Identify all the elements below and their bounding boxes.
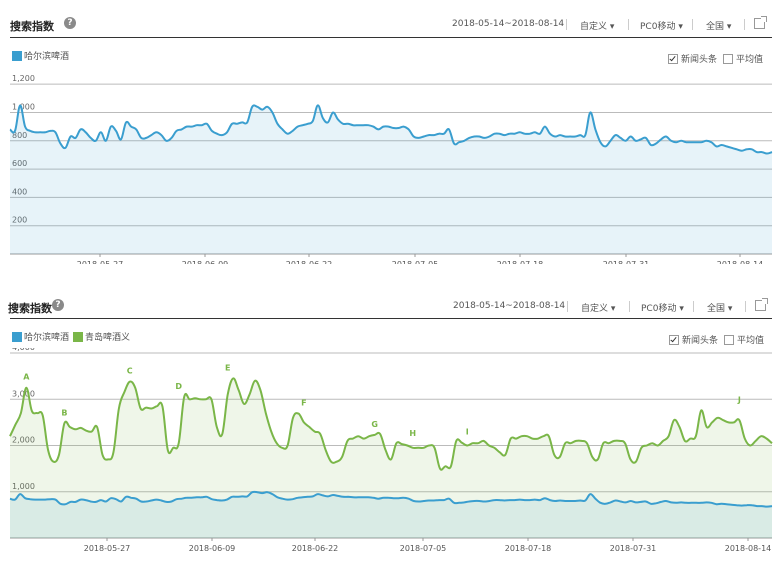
region-label: 全国 <box>706 22 725 32</box>
search-index-chart-2[interactable]: 4,0003,0002,0001,000ABCDEFGHIJ2018-05-27… <box>0 348 781 568</box>
device-dropdown[interactable]: PC0移动 ▾ <box>640 19 683 32</box>
series-line-harbin <box>9 104 773 155</box>
header-rule <box>10 318 772 319</box>
chevron-down-icon: ▾ <box>678 22 683 32</box>
x-tick-label: 2018-06-22 <box>286 260 333 264</box>
y-tick-label: 4,000 <box>12 348 35 352</box>
chevron-down-icon: ▾ <box>726 22 732 32</box>
custom-range-dropdown[interactable]: 自定义 ▾ <box>580 19 614 32</box>
annotation-D: D <box>175 382 182 391</box>
news-checkbox[interactable] <box>669 334 679 345</box>
y-tick-label: 400 <box>12 187 27 196</box>
average-label: 平均值 <box>737 336 765 346</box>
y-tick-label: 2,000 <box>12 436 35 445</box>
external-link-icon[interactable] <box>754 16 767 29</box>
series-line-harbin <box>9 490 773 508</box>
custom-range-label: 自定义 <box>581 304 609 314</box>
annotation-I: I <box>466 428 469 437</box>
average-checkbox[interactable] <box>723 53 734 64</box>
chart-options: 新闻头条 平均值 <box>669 333 764 346</box>
x-tick-label: 2018-05-27 <box>77 260 124 264</box>
date-range-selector[interactable]: 2018-05-14~2018-08-14 <box>452 19 565 29</box>
panel-title: 搜索指数 <box>8 302 52 315</box>
y-tick-label: 1,000 <box>12 102 35 111</box>
chevron-down-icon: ▾ <box>727 304 733 314</box>
help-icon[interactable]: ? <box>64 17 76 29</box>
help-icon[interactable]: ? <box>52 299 64 311</box>
legend-swatch-tsingtao <box>73 331 84 342</box>
y-tick-label: 200 <box>12 216 27 225</box>
divider <box>628 19 629 30</box>
divider <box>629 301 630 312</box>
annotation-B: B <box>61 408 67 417</box>
y-tick-label: 1,200 <box>12 74 35 83</box>
panel-title: 搜索指数 <box>10 20 54 33</box>
average-checkbox[interactable] <box>724 334 735 345</box>
panel-header: 搜索指数 ? 2018-05-14~2018-08-14 自定义 ▾ PC0移动… <box>0 296 781 320</box>
divider <box>693 301 694 312</box>
region-dropdown[interactable]: 全国 ▾ <box>707 301 732 314</box>
date-range-selector[interactable]: 2018-05-14~2018-08-14 <box>453 301 566 311</box>
annotation-H: H <box>409 429 416 438</box>
x-tick-label: 2018-06-22 <box>292 544 339 553</box>
x-tick-label: 2018-05-27 <box>84 544 131 553</box>
region-label: 全国 <box>707 304 726 314</box>
legend-swatch-harbin <box>12 331 22 342</box>
series-line-tsingtao <box>9 377 773 471</box>
x-tick-label: 2018-07-18 <box>505 544 552 553</box>
legend-label-harbin[interactable]: 哈尔滨啤酒 <box>24 333 70 343</box>
annotation-F: F <box>301 399 306 408</box>
x-tick-label: 2018-07-18 <box>497 260 544 264</box>
region-dropdown[interactable]: 全国 ▾ <box>706 19 731 32</box>
search-index-chart-1[interactable]: 1,200 1,000 800 600 400 200 2018-05-27 2018-06-… <box>0 64 781 264</box>
x-tick-label: 2018-07-05 <box>400 544 447 553</box>
chevron-down-icon: ▾ <box>609 22 615 32</box>
x-tick-label: 2018-07-31 <box>610 544 657 553</box>
device-label: PC0移动 <box>641 304 677 314</box>
chevron-down-icon: ▾ <box>610 304 616 314</box>
chart-legend: 哈尔滨啤酒 青岛啤酒义 <box>12 330 130 343</box>
x-tick-label: 2018-06-09 <box>189 544 236 553</box>
y-tick-label: 600 <box>12 159 27 168</box>
chevron-down-icon: ▾ <box>679 304 684 314</box>
device-label: PC0移动 <box>640 22 676 32</box>
search-index-panel-2: 搜索指数 ? 2018-05-14~2018-08-14 自定义 ▾ PC0移动… <box>0 296 781 566</box>
external-link-icon[interactable] <box>755 298 768 311</box>
chart-legend: 哈尔滨啤酒 <box>12 49 69 62</box>
search-index-panel-1: 搜索指数 ? 2018-05-14~2018-08-14 自定义 ▾ PC0移动… <box>0 14 781 264</box>
legend-label-harbin[interactable]: 哈尔滨啤酒 <box>24 52 70 62</box>
x-tick-label: 2018-08-14 <box>717 260 764 264</box>
chart-options: 新闻头条 平均值 <box>668 52 763 65</box>
divider <box>692 19 693 30</box>
news-label: 新闻头条 <box>682 336 719 346</box>
custom-range-dropdown[interactable]: 自定义 ▾ <box>581 301 615 314</box>
panel-header: 搜索指数 ? 2018-05-14~2018-08-14 自定义 ▾ PC0移动… <box>0 14 781 38</box>
x-tick-label: 2018-07-31 <box>603 260 650 264</box>
y-tick-label: 800 <box>12 131 27 140</box>
y-tick-label: 1,000 <box>12 482 35 491</box>
annotation-C: C <box>127 367 133 376</box>
series-area-harbin <box>10 491 772 538</box>
legend-swatch-harbin <box>12 50 22 61</box>
divider <box>567 301 568 312</box>
x-tick-label: 2018-07-05 <box>392 260 439 264</box>
annotation-A: A <box>23 373 30 382</box>
annotation-G: G <box>371 420 378 429</box>
x-tick-label: 2018-08-14 <box>725 544 772 553</box>
x-tick-label: 2018-06-09 <box>182 260 229 264</box>
series-area-harbin <box>10 105 772 254</box>
divider <box>566 19 567 30</box>
header-rule <box>10 37 772 38</box>
news-checkbox[interactable] <box>668 53 678 64</box>
average-label: 平均值 <box>736 55 764 65</box>
legend-label-tsingtao[interactable]: 青岛啤酒义 <box>85 333 131 343</box>
device-dropdown[interactable]: PC0移动 ▾ <box>641 301 684 314</box>
divider <box>745 301 746 312</box>
divider <box>744 19 745 30</box>
news-label: 新闻头条 <box>681 55 718 65</box>
annotation-J: J <box>737 395 741 404</box>
annotation-E: E <box>225 363 230 372</box>
custom-range-label: 自定义 <box>580 22 608 32</box>
